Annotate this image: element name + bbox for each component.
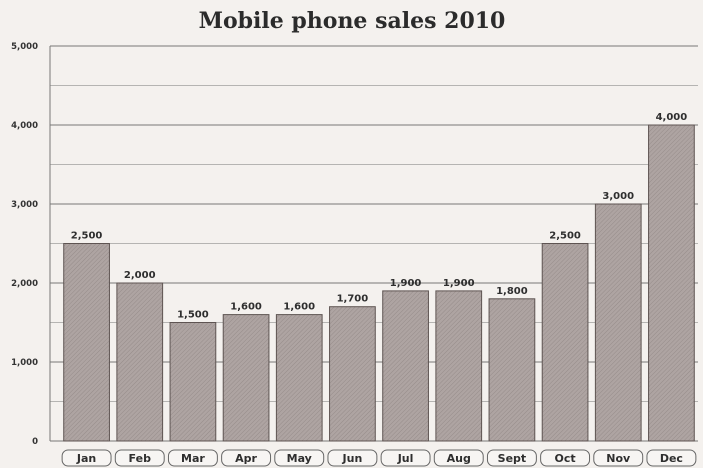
bar-oct xyxy=(541,243,589,442)
data-label: 1,900 xyxy=(443,278,475,289)
x-tick-box xyxy=(114,449,165,467)
x-axis-ticks: Jan Feb Mar Apr May Jun Jul Aug Sept Oct Nov Dec xyxy=(61,449,697,467)
data-label: 4,000 xyxy=(656,112,688,123)
data-label: 2,500 xyxy=(71,231,103,242)
bar-feb xyxy=(116,282,164,442)
x-tick-label: Sept xyxy=(498,452,527,465)
data-label: 1,800 xyxy=(496,286,528,297)
y-tick-label: 5,000 xyxy=(11,42,38,52)
data-label: 1,600 xyxy=(283,302,315,313)
x-tick-label: Feb xyxy=(129,452,152,465)
bar-jun xyxy=(329,306,376,442)
x-tick-label: Jun xyxy=(342,452,363,465)
x-tick-box xyxy=(221,449,272,467)
x-tick-label: Mar xyxy=(181,452,205,465)
data-label: 1,500 xyxy=(177,310,209,321)
x-tick-label: Jul xyxy=(397,452,414,465)
data-labels: 2,500 2,000 1,500 1,600 1,600 1,700 1,900 1,900… xyxy=(71,112,688,321)
x-tick-label: May xyxy=(287,452,312,465)
bar-jan xyxy=(63,243,110,442)
y-tick-label: 1,000 xyxy=(11,358,38,368)
x-tick-label: Aug xyxy=(447,452,471,465)
data-label: 1,600 xyxy=(230,302,262,313)
chart-title: Mobile phone sales 2010 xyxy=(199,8,506,34)
bar-aug xyxy=(435,290,483,442)
bar-nov xyxy=(594,203,642,442)
y-tick-label: 2,000 xyxy=(11,279,38,289)
bar-may xyxy=(275,314,323,442)
data-label: 1,700 xyxy=(337,294,369,305)
bar-mar xyxy=(169,322,217,442)
x-tick-box xyxy=(646,449,697,467)
bar-sept xyxy=(488,298,536,442)
x-tick-box xyxy=(540,449,591,467)
y-tick-label: 3,000 xyxy=(11,200,38,210)
y-tick-label: 0 xyxy=(32,437,38,447)
x-tick-label: Oct xyxy=(555,452,576,465)
bar-jul xyxy=(382,290,429,442)
y-tick-label: 4,000 xyxy=(11,121,38,131)
x-tick-label: Apr xyxy=(235,452,257,465)
x-tick-box xyxy=(167,449,218,467)
x-tick-label: Nov xyxy=(606,452,631,465)
bars xyxy=(63,124,695,442)
x-tick-box xyxy=(486,449,537,467)
x-tick-box xyxy=(433,449,484,467)
x-tick-label: Jan xyxy=(76,452,96,465)
y-axis-ticks: 0 1,000 2,000 3,000 4,000 5,000 xyxy=(11,42,38,447)
bar-dec xyxy=(648,124,695,442)
data-label: 3,000 xyxy=(602,191,634,202)
data-label: 1,900 xyxy=(390,278,422,289)
data-label: 2,500 xyxy=(549,231,581,242)
x-tick-box xyxy=(380,449,431,467)
x-tick-box xyxy=(593,449,644,467)
x-tick-box xyxy=(274,449,325,467)
bar-apr xyxy=(222,314,270,442)
x-tick-box xyxy=(327,449,378,467)
x-tick-label: Dec xyxy=(660,452,683,465)
x-tick-box xyxy=(61,449,112,467)
data-label: 2,000 xyxy=(124,270,156,281)
